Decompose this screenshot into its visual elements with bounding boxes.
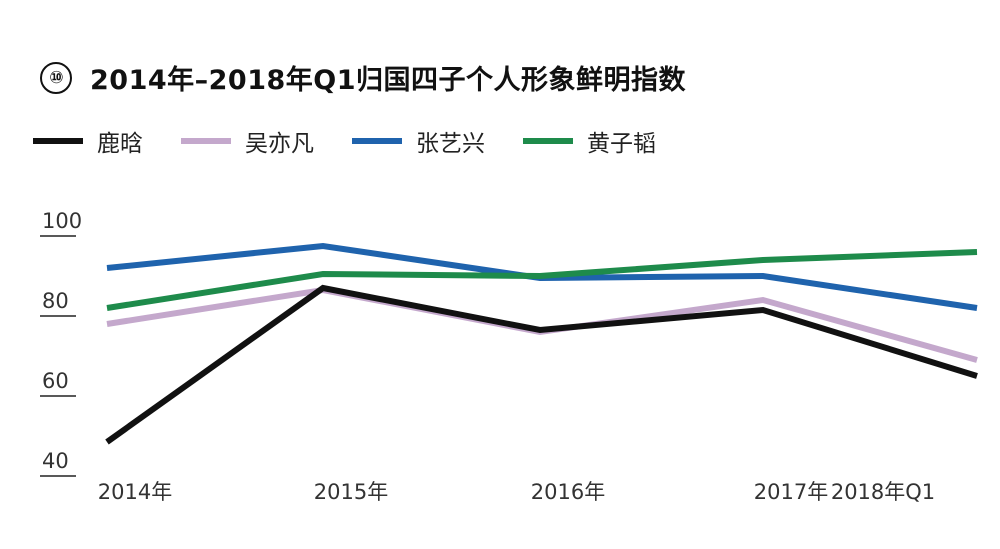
legend-item: 黄子韬 — [523, 124, 656, 158]
legend-swatch — [181, 138, 231, 144]
y-tick-label: 60 — [42, 369, 69, 393]
legend-item: 吴亦凡 — [181, 124, 314, 158]
x-tick-label: 2016年 — [531, 480, 605, 504]
legend-item: 张艺兴 — [352, 124, 485, 158]
legend-label: 鹿晗 — [97, 131, 143, 157]
x-tick-label: 2015年 — [314, 480, 388, 504]
legend-label: 黄子韬 — [587, 131, 656, 157]
legend-label: 张艺兴 — [416, 131, 485, 157]
y-tick-label: 100 — [42, 209, 82, 233]
legend-swatch — [33, 138, 83, 144]
x-tick-label: 2014年 — [98, 480, 172, 504]
chart-legend: 鹿晗 吴亦凡 张艺兴 黄子韬 — [33, 124, 694, 158]
y-tick-label: 40 — [42, 449, 69, 473]
series-line-4 — [106, 249, 978, 311]
legend-swatch — [523, 138, 573, 144]
chart-title: 2014年–2018年Q1归国四子个人形象鲜明指数 — [90, 65, 687, 96]
x-tick-label: 2018年Q1 — [831, 480, 935, 504]
legend-label: 吴亦凡 — [245, 131, 314, 157]
legend-swatch — [352, 138, 402, 144]
legend-item: 鹿晗 — [33, 124, 143, 158]
series-line-1 — [105, 284, 978, 445]
chart-number-badge: ⑩ — [40, 61, 72, 94]
chart-title-row: ⑩ 2014年–2018年Q1归国四子个人形象鲜明指数 — [40, 58, 686, 97]
x-tick-label: 2017年 — [754, 480, 828, 504]
y-tick-label: 80 — [42, 289, 69, 313]
